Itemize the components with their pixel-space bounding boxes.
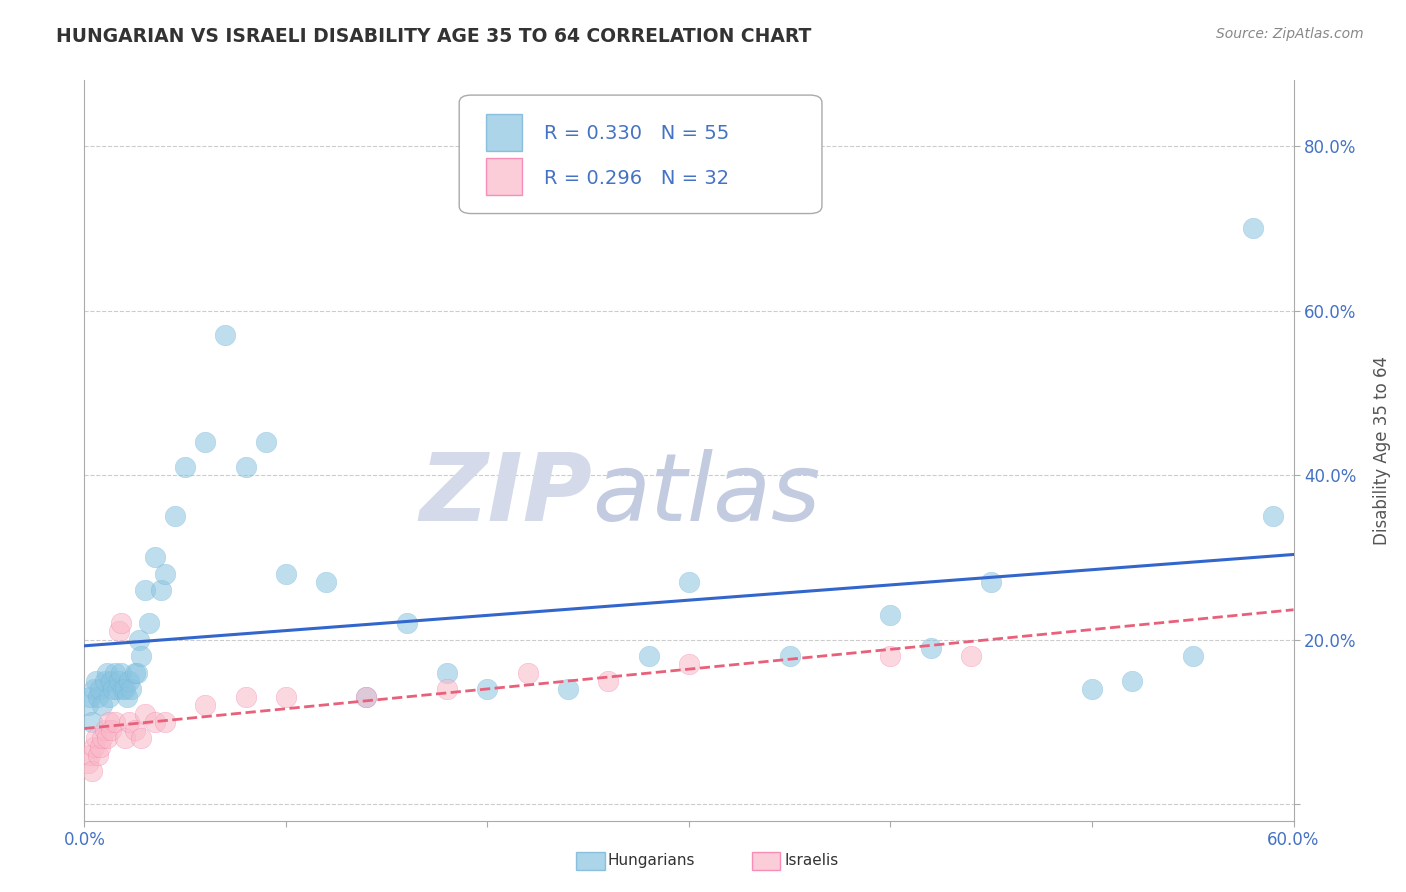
Point [79,690,101,705]
Point [100,723,122,738]
Point [118,673,141,688]
Y-axis label: Disability Age 35 to 64: Disability Age 35 to 64 [1374,356,1391,545]
Point [83,681,105,696]
Point [274,566,297,581]
Point [118,714,141,729]
Point [100,673,122,688]
Point [77,756,100,770]
Point [477,681,499,696]
Text: HUNGARIAN VS ISRAELI DISABILITY AGE 35 TO 64 CORRELATION CHART: HUNGARIAN VS ISRAELI DISABILITY AGE 35 T… [56,27,811,45]
Point [107,624,129,639]
Point [86,731,108,746]
Point [678,657,700,672]
Point [115,690,138,705]
Point [516,665,538,680]
Point [254,435,277,450]
Point [124,723,146,738]
Point [194,435,217,450]
Point [920,640,942,655]
Point [97,714,120,729]
Point [598,673,620,688]
Point [1081,681,1104,696]
Point [104,714,127,729]
Point [128,632,150,647]
Point [114,731,136,746]
Text: R = 0.296   N = 32: R = 0.296 N = 32 [544,169,728,187]
Point [980,575,1002,590]
Point [960,649,983,664]
Point [105,681,128,696]
Point [235,459,257,474]
Point [779,649,801,664]
Point [86,673,108,688]
Point [124,665,146,680]
FancyBboxPatch shape [486,158,522,195]
Text: ZIP: ZIP [419,449,592,541]
Point [79,747,101,762]
Point [1263,509,1285,524]
Text: atlas: atlas [592,450,821,541]
Point [125,665,148,680]
Point [104,665,127,680]
Point [678,575,700,590]
Point [436,665,458,680]
Text: Source: ZipAtlas.com: Source: ZipAtlas.com [1216,27,1364,41]
Point [87,690,110,705]
Point [149,583,172,598]
Point [138,616,160,631]
Point [77,698,100,713]
Point [153,566,176,581]
Text: R = 0.330   N = 55: R = 0.330 N = 55 [544,124,730,143]
Point [356,690,378,705]
Point [315,575,337,590]
Point [97,690,120,705]
Point [111,681,134,696]
Point [129,731,152,746]
Point [107,673,129,688]
Point [89,681,111,696]
Point [110,616,132,631]
Point [214,328,236,343]
Point [87,747,110,762]
Point [134,706,156,721]
Point [165,509,187,524]
Text: Hungarians: Hungarians [607,854,695,868]
Point [879,607,901,622]
Point [1241,221,1264,235]
Point [436,681,458,696]
Point [110,665,132,680]
FancyBboxPatch shape [486,113,522,151]
Point [879,649,901,664]
Point [101,681,124,696]
Text: Israelis: Israelis [785,854,839,868]
Point [114,681,136,696]
Point [82,714,104,729]
Point [143,550,166,565]
Point [82,764,104,779]
Point [96,731,118,746]
Point [557,681,579,696]
Point [134,583,156,598]
FancyBboxPatch shape [460,95,823,213]
Point [235,690,257,705]
Point [93,673,115,688]
Point [274,690,297,705]
Point [1181,649,1204,664]
Point [120,681,142,696]
Point [91,731,114,746]
Point [395,616,418,631]
Point [89,739,111,754]
Point [1121,673,1143,688]
Point [194,698,217,713]
Point [356,690,378,705]
Point [96,665,118,680]
Point [129,649,152,664]
Point [83,739,105,754]
Point [93,723,115,738]
Point [143,714,166,729]
Point [91,698,114,713]
Point [153,714,176,729]
Point [174,459,197,474]
Point [637,649,659,664]
